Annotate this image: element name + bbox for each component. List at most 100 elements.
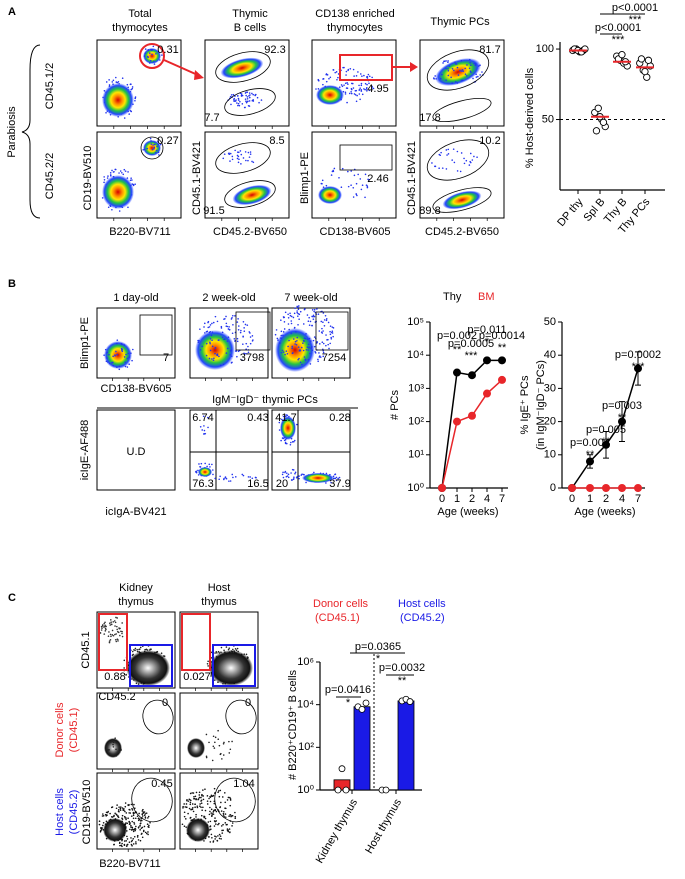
event-dot [108, 84, 111, 86]
event-dot [459, 170, 462, 173]
event-dot [184, 806, 187, 808]
event-dot [322, 312, 325, 314]
event-dot [116, 617, 119, 619]
row-label: Donor cells [54, 702, 66, 758]
axis-label: CD19-BV510 [81, 780, 93, 845]
event-dot [123, 808, 125, 810]
event-dot [242, 320, 245, 323]
event-dot [312, 318, 315, 320]
annotation: p<0.0001 [595, 22, 641, 34]
event-dot [101, 624, 104, 626]
event-dot [214, 352, 216, 355]
event-dot [121, 807, 124, 809]
event-dot [145, 812, 148, 814]
event-dot [184, 818, 187, 820]
event-dot [123, 356, 126, 358]
event-dot [367, 180, 370, 183]
event-dot [124, 365, 127, 368]
event-dot [232, 93, 235, 96]
event-dot [116, 625, 118, 628]
event-dot [123, 840, 126, 842]
event-dot [445, 79, 447, 81]
event-dot [111, 629, 114, 632]
gate-value: 17.8 [419, 112, 440, 124]
event-dot [154, 141, 156, 143]
point [594, 104, 602, 112]
density [318, 186, 342, 204]
event-dot [115, 616, 117, 619]
event-dot [325, 319, 328, 322]
event-dot [214, 835, 216, 838]
event-dot [445, 67, 447, 70]
event-dot [231, 473, 234, 476]
y-tick-label: 0 [550, 482, 556, 494]
event-dot [105, 625, 107, 628]
x-tick-label: 2 [603, 493, 609, 505]
gate-value: 3798 [240, 352, 264, 364]
density [209, 650, 253, 686]
event-dot [110, 621, 112, 623]
event-dot [297, 315, 299, 317]
event-dot [281, 473, 284, 476]
event-dot [210, 657, 213, 659]
event-dot [337, 477, 339, 480]
event-dot [302, 339, 305, 342]
event-dot [293, 312, 296, 315]
event-dot [225, 646, 228, 648]
event-dot [103, 176, 105, 178]
event-dot [304, 358, 307, 361]
y-axis-label: # B220⁺CD19⁺ B cells [287, 669, 299, 780]
event-dot [317, 360, 319, 363]
event-dot [451, 67, 454, 70]
event-dot [117, 631, 120, 634]
point [644, 56, 653, 64]
event-dot [214, 817, 216, 819]
axis-label: CD45.2 [98, 691, 135, 703]
event-dot [218, 822, 220, 825]
event-dot [236, 102, 238, 104]
event-dot [280, 439, 282, 442]
event-dot [368, 75, 371, 78]
event-dot [246, 96, 249, 98]
event-dot [130, 803, 133, 806]
event-dot [286, 475, 289, 477]
event-dot [330, 336, 332, 339]
event-dot [460, 79, 463, 82]
event-dot [296, 336, 299, 339]
event-dot [115, 633, 117, 635]
event-dot [313, 308, 316, 311]
event-dot [117, 751, 120, 754]
event-dot [439, 154, 442, 157]
gate-value: 0 [245, 697, 251, 709]
event-dot [290, 322, 293, 325]
event-dot [108, 79, 110, 81]
event-dot [282, 351, 285, 353]
event-dot [148, 52, 151, 54]
event-dot [110, 619, 112, 621]
event-dot [140, 827, 143, 829]
event-dot [352, 87, 355, 89]
event-dot [212, 841, 215, 843]
legend-entry: Thy [443, 291, 462, 303]
event-dot [225, 315, 227, 318]
event-dot [152, 60, 155, 63]
event-dot [110, 635, 112, 638]
event-dot [198, 796, 201, 799]
event-dot [138, 648, 140, 651]
point [342, 786, 350, 794]
event-dot [293, 439, 296, 442]
event-dot [103, 633, 106, 635]
density [198, 467, 212, 477]
event-dot [211, 469, 214, 471]
event-dot [206, 800, 209, 802]
annotation: * [346, 697, 351, 709]
gate-value: 1.04 [233, 778, 254, 790]
event-dot [277, 339, 279, 341]
event-dot [121, 349, 123, 351]
event-dot [107, 175, 109, 177]
event-dot [197, 798, 199, 801]
event-dot [147, 831, 149, 833]
gate [315, 311, 349, 351]
event-dot [442, 62, 444, 64]
event-dot [357, 173, 359, 176]
